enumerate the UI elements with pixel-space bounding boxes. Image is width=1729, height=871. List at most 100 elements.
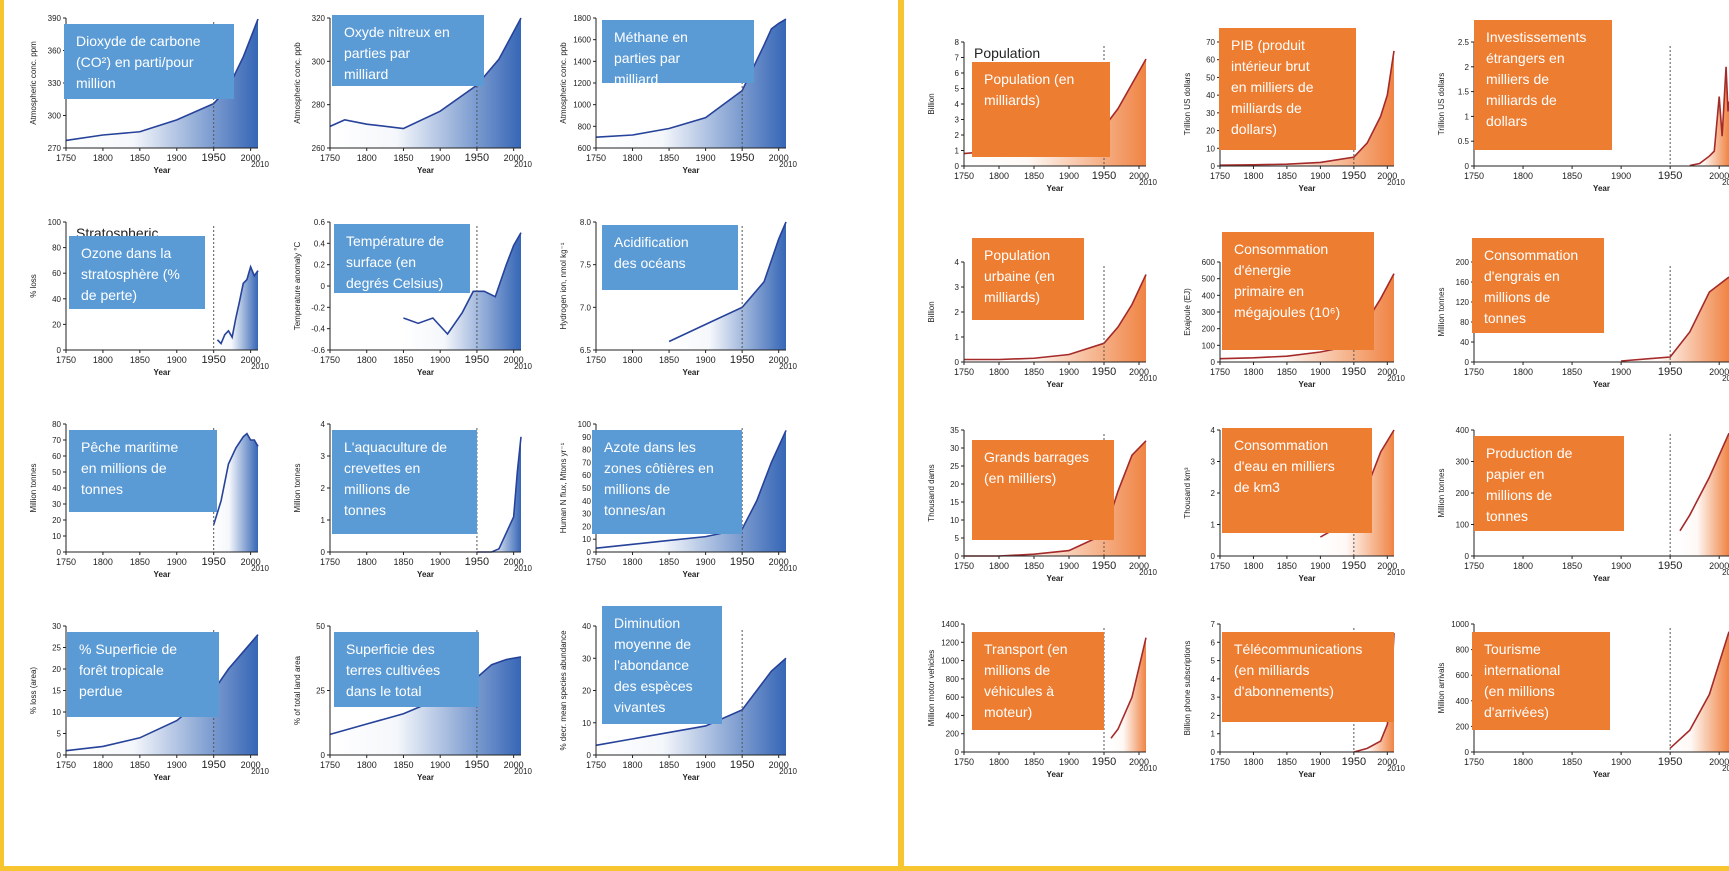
x-tick-label: 1900	[1611, 757, 1631, 767]
y-axis-label: Trillion US dollars	[1437, 73, 1446, 135]
y-tick-label: 6	[1211, 638, 1216, 647]
x-tick-label: 1750	[56, 355, 76, 365]
label-text: urbaine (en	[984, 268, 1055, 284]
label-text: des espèces	[614, 678, 693, 694]
label-box	[602, 225, 738, 290]
x-tick-label: 1950	[1092, 366, 1116, 378]
x-tick-label: 2000	[504, 760, 524, 770]
y-tick-label: 160	[1456, 278, 1470, 287]
y-tick-label: 1200	[941, 638, 959, 647]
x-tick-label: 1900	[1059, 367, 1079, 377]
label-text: moyenne de	[614, 636, 691, 652]
y-tick-label: 1200	[573, 79, 591, 88]
series-area	[1320, 430, 1394, 556]
chart-earth-system-12: 0 10 20 30 40 % decr. mean species abundance 1…	[559, 606, 797, 782]
x-axis-title: Year	[1299, 574, 1316, 583]
x-tick-label: 1850	[1277, 561, 1297, 571]
x-tick-label: 1950	[1092, 560, 1116, 572]
x-tick-label: 1750	[320, 760, 340, 770]
y-tick-label: 25	[316, 687, 325, 696]
y-tick-label: 70	[1206, 38, 1215, 47]
label-box	[332, 430, 477, 534]
x-tick-label: 1750	[586, 355, 606, 365]
x-end-label: 2010	[1139, 764, 1157, 773]
x-tick-label: 2000	[241, 153, 261, 163]
label-text: Azote dans les	[604, 439, 696, 455]
label-text: Ozone dans la	[81, 245, 171, 261]
x-tick-label: 1850	[130, 760, 150, 770]
y-tick-label: 40	[1460, 338, 1469, 347]
y-axis-label: Million tonnes	[1437, 288, 1446, 337]
label-text: tonnes/an	[604, 502, 666, 518]
y-tick-label: 330	[48, 79, 62, 88]
label-text: tonnes	[344, 502, 386, 518]
x-tick-label: 1800	[357, 557, 377, 567]
y-tick-label: 0	[1211, 552, 1216, 561]
y-tick-label: 2	[955, 131, 960, 140]
series-area	[669, 222, 786, 350]
y-tick-label: 7.0	[580, 303, 592, 312]
y-tick-label: 30	[52, 500, 61, 509]
x-tick-label: 1750	[954, 171, 974, 181]
y-tick-label: 200	[1202, 325, 1216, 334]
series-line	[403, 232, 522, 336]
y-tick-label: 3	[955, 116, 960, 125]
x-tick-label: 1950	[1092, 756, 1116, 768]
label-text: milliards de	[1231, 100, 1302, 116]
x-tick-label: 1850	[1024, 367, 1044, 377]
x-tick-label: 2000	[504, 355, 524, 365]
x-tick-label: 2000	[1129, 171, 1149, 181]
series-line	[1621, 276, 1729, 362]
y-tick-label: 90	[582, 433, 591, 442]
x-end-label: 2010	[514, 564, 532, 573]
y-tick-label: 7	[1211, 620, 1216, 629]
chart-earth-system-10: 0 5 10 15 20 25 30 % loss (area) 1750 1800 1850 190…	[29, 622, 269, 782]
label-box	[1219, 28, 1356, 150]
x-tick-label: 1750	[586, 760, 606, 770]
x-tick-label: 1950	[1342, 170, 1366, 182]
x-tick-label: 1950	[201, 354, 225, 366]
y-tick-label: 320	[312, 14, 326, 23]
y-axis-label: Human N flux, Mtons yr⁻¹	[559, 442, 568, 533]
x-tick-label: 1750	[954, 367, 974, 377]
series-area	[1621, 277, 1729, 362]
x-tick-label: 2000	[1377, 561, 1397, 571]
x-tick-label: 2000	[504, 557, 524, 567]
y-tick-label: 1	[955, 333, 960, 342]
x-tick-label: 2000	[241, 557, 261, 567]
label-text: % Superficie de	[79, 641, 177, 657]
y-tick-label: 5	[1211, 657, 1216, 666]
y-axis-label: Atmospheric conc. ppb	[559, 42, 568, 124]
label-text: l'abondance	[614, 657, 689, 673]
label-text: milliards de	[1486, 92, 1557, 108]
x-tick-label: 1950	[1658, 560, 1682, 572]
x-tick-label: 1900	[1059, 561, 1079, 571]
x-axis-title: Year	[1593, 184, 1610, 193]
x-tick-label: 1850	[659, 355, 679, 365]
y-tick-label: 0	[57, 548, 62, 557]
series-area	[213, 433, 258, 552]
x-end-label: 2010	[251, 564, 269, 573]
x-tick-label: 1800	[1513, 757, 1533, 767]
x-end-label: 2010	[779, 362, 797, 371]
y-axis-label: Million tonnes	[1437, 469, 1446, 518]
y-tick-label: 300	[1456, 458, 1470, 467]
x-tick-label: 1750	[1210, 757, 1230, 767]
y-tick-label: 5	[57, 730, 62, 739]
x-tick-label: 1900	[1611, 561, 1631, 571]
x-tick-label: 1750	[56, 760, 76, 770]
x-tick-label: 1950	[465, 556, 489, 568]
x-tick-label: 2000	[1709, 561, 1729, 571]
x-tick-label: 1850	[1562, 757, 1582, 767]
y-tick-label: 3	[1211, 693, 1216, 702]
series-area	[596, 658, 786, 755]
x-tick-label: 2000	[1377, 757, 1397, 767]
x-tick-label: 1750	[1210, 561, 1230, 571]
series-line	[1219, 50, 1395, 166]
y-tick-label: 2	[1465, 63, 1470, 72]
x-tick-label: 1800	[1513, 367, 1533, 377]
series-area	[476, 436, 521, 552]
label-text: millions de	[1484, 289, 1550, 305]
x-axis-title: Year	[683, 773, 700, 782]
y-axis-label: Million tonnes	[29, 464, 38, 513]
